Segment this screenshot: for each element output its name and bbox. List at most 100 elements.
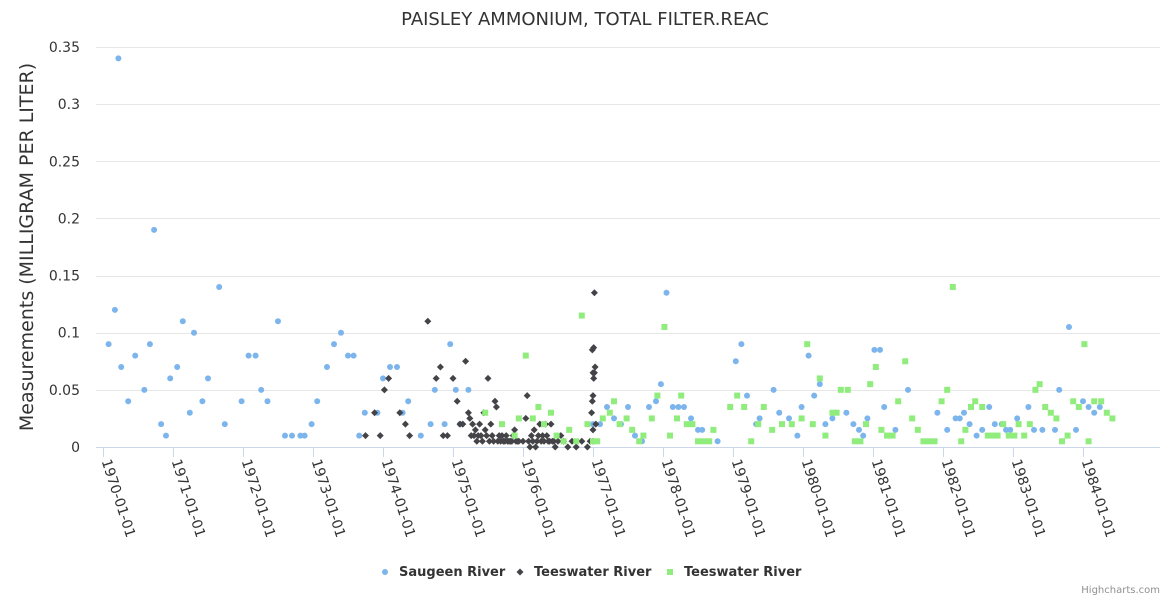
legend-symbol[interactable] <box>667 569 673 575</box>
data-point[interactable] <box>714 438 721 445</box>
data-point[interactable] <box>481 426 489 434</box>
data-point[interactable] <box>689 421 696 428</box>
data-point[interactable] <box>1000 421 1007 428</box>
data-point[interactable] <box>427 421 434 428</box>
data-point[interactable] <box>527 432 535 440</box>
data-point[interactable] <box>483 432 491 440</box>
data-point[interactable] <box>541 421 547 428</box>
data-point[interactable] <box>1011 432 1018 439</box>
data-point[interactable] <box>282 432 288 439</box>
data-point[interactable] <box>850 421 857 428</box>
data-point[interactable] <box>443 432 451 440</box>
data-point[interactable] <box>452 386 459 393</box>
data-point[interactable] <box>487 420 495 428</box>
data-point[interactable] <box>905 386 911 393</box>
data-point[interactable] <box>760 404 767 410</box>
data-point[interactable] <box>540 437 548 445</box>
data-point[interactable] <box>1109 415 1116 422</box>
data-point[interactable] <box>1103 409 1110 416</box>
data-point[interactable] <box>1081 341 1088 348</box>
data-point[interactable] <box>547 420 555 428</box>
data-point[interactable] <box>1032 386 1039 393</box>
data-point[interactable] <box>530 426 538 434</box>
data-point[interactable] <box>914 426 921 433</box>
data-point[interactable] <box>732 358 739 365</box>
data-point[interactable] <box>1014 415 1021 422</box>
data-point[interactable] <box>508 437 516 445</box>
data-point[interactable] <box>406 432 414 440</box>
data-point[interactable] <box>648 415 655 422</box>
data-point[interactable] <box>805 352 812 359</box>
data-point[interactable] <box>822 432 829 439</box>
data-point[interactable] <box>589 426 597 434</box>
data-point[interactable] <box>769 426 776 433</box>
data-point[interactable] <box>499 421 505 428</box>
data-point[interactable] <box>453 397 461 405</box>
data-point[interactable] <box>829 415 836 422</box>
credits-link[interactable]: Highcharts.com <box>1081 585 1160 596</box>
data-point[interactable] <box>611 415 617 422</box>
data-point[interactable] <box>216 284 223 290</box>
data-point[interactable] <box>584 421 591 428</box>
data-point[interactable] <box>1025 404 1032 410</box>
data-point[interactable] <box>1073 426 1079 433</box>
data-point[interactable] <box>258 386 265 393</box>
legend-symbol[interactable] <box>516 568 524 576</box>
data-point[interactable] <box>191 329 197 336</box>
data-point[interactable] <box>345 352 351 359</box>
data-point[interactable] <box>578 437 586 445</box>
data-point[interactable] <box>851 438 858 445</box>
data-point[interactable] <box>380 386 388 394</box>
data-point[interactable] <box>816 381 823 388</box>
data-point[interactable] <box>699 426 706 433</box>
data-point[interactable] <box>837 386 844 393</box>
data-point[interactable] <box>396 409 404 417</box>
data-point[interactable] <box>833 409 840 416</box>
data-point[interactable] <box>881 404 888 410</box>
data-point[interactable] <box>469 420 477 428</box>
data-point[interactable] <box>884 432 890 439</box>
data-point[interactable] <box>669 404 676 410</box>
data-point[interactable] <box>625 404 631 410</box>
data-point[interactable] <box>478 437 486 445</box>
data-point[interactable] <box>264 398 271 405</box>
data-point[interactable] <box>199 398 206 405</box>
data-point[interactable] <box>376 432 384 440</box>
data-point[interactable] <box>798 404 805 410</box>
data-point[interactable] <box>1026 421 1033 428</box>
data-point[interactable] <box>871 346 878 353</box>
data-point[interactable] <box>706 438 713 445</box>
data-point[interactable] <box>362 432 369 440</box>
data-point[interactable] <box>526 443 534 451</box>
data-point[interactable] <box>484 374 492 382</box>
data-point[interactable] <box>979 426 986 433</box>
data-point[interactable] <box>590 289 598 297</box>
data-point[interactable] <box>490 437 498 445</box>
data-point[interactable] <box>560 438 567 445</box>
data-point[interactable] <box>132 352 139 359</box>
data-point[interactable] <box>449 374 457 382</box>
data-point[interactable] <box>744 392 750 399</box>
data-point[interactable] <box>1021 432 1028 439</box>
data-point[interactable] <box>755 421 762 428</box>
data-point[interactable] <box>843 409 850 416</box>
data-point[interactable] <box>424 317 432 325</box>
data-point[interactable] <box>1096 404 1103 410</box>
data-point[interactable] <box>141 386 148 393</box>
data-point[interactable] <box>151 226 158 233</box>
data-point[interactable] <box>1091 398 1098 405</box>
data-point[interactable] <box>973 432 980 439</box>
data-point[interactable] <box>623 415 630 422</box>
legend-item[interactable]: Teeswater River <box>667 565 802 580</box>
data-point[interactable] <box>550 437 558 445</box>
data-point[interactable] <box>1036 381 1043 388</box>
data-point[interactable] <box>532 443 540 451</box>
data-point[interactable] <box>968 404 974 410</box>
data-point[interactable] <box>525 437 533 445</box>
data-point[interactable] <box>804 341 811 348</box>
data-point[interactable] <box>632 432 638 439</box>
data-point[interactable] <box>578 312 585 319</box>
data-point[interactable] <box>394 364 400 370</box>
data-point[interactable] <box>572 443 580 451</box>
data-point[interactable] <box>991 421 998 428</box>
